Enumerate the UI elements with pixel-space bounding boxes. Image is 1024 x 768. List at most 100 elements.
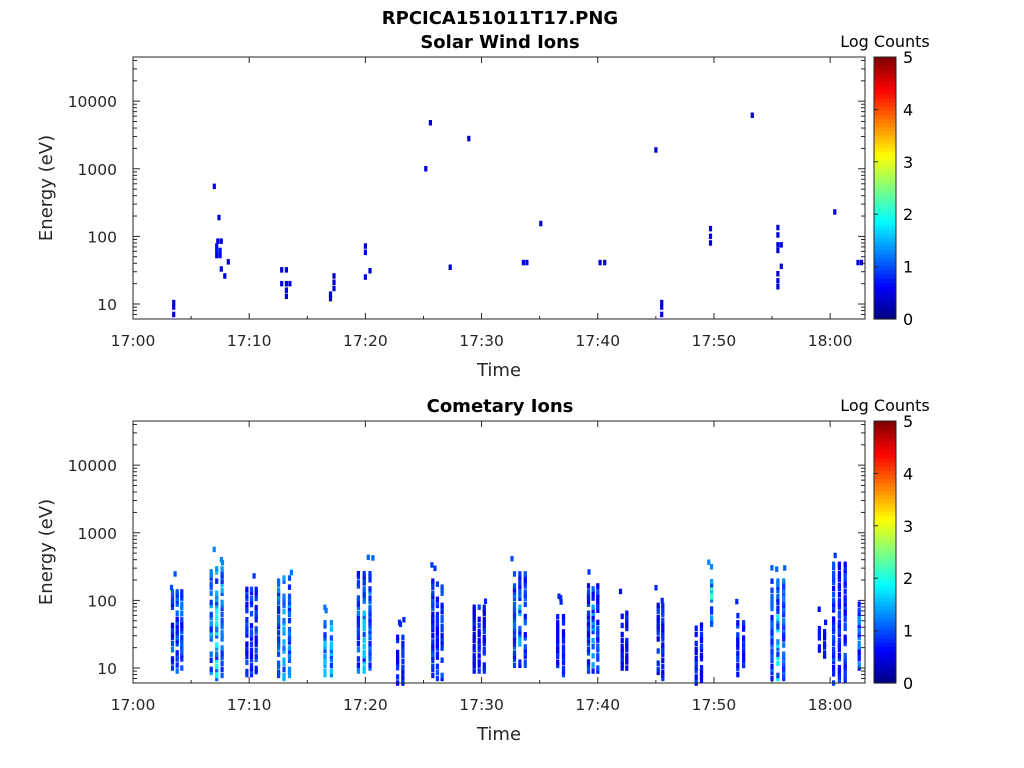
heatmap-cell [620, 653, 624, 659]
colorbar-segment [874, 298, 896, 304]
heatmap-cell [817, 626, 821, 632]
heatmap-cell [324, 607, 328, 614]
colorbar-segment [874, 110, 896, 115]
heatmap-cell [782, 611, 786, 618]
heatmap-cell [175, 653, 179, 659]
heatmap-cell [287, 636, 292, 642]
heatmap-cell [219, 238, 223, 244]
heatmap-cell [368, 619, 372, 626]
heatmap-cell [843, 576, 847, 583]
heatmap-cell [832, 576, 836, 583]
heatmap-cell [245, 595, 249, 602]
heatmap-cell [254, 604, 258, 611]
heatmap-cell [770, 565, 774, 571]
colorbar-segment [874, 588, 896, 594]
heatmap-cell [175, 598, 179, 604]
heatmap-cell [586, 613, 591, 620]
heatmap-cell [287, 584, 292, 590]
heatmap-cell [435, 642, 439, 648]
heatmap-cell [254, 592, 258, 599]
colorbar-segment [874, 306, 896, 312]
heatmap-cell [770, 654, 774, 660]
heatmap-cell [245, 617, 249, 623]
heatmap-cell [742, 659, 746, 666]
heatmap-cell [625, 637, 629, 644]
heatmap-cell [817, 644, 821, 650]
heatmap-cell [396, 674, 400, 680]
heatmap-cell [823, 644, 827, 650]
heatmap-cell [362, 637, 366, 644]
heatmap-cell [362, 665, 366, 671]
colorbar-segment [874, 560, 896, 565]
heatmap-cell [254, 617, 258, 623]
heatmap-cell [586, 589, 591, 595]
colorbar-segment [874, 486, 896, 492]
heatmap-cell [209, 621, 213, 627]
heatmap-cell [625, 656, 629, 662]
heatmap-cell [477, 628, 481, 635]
heatmap-cell [472, 610, 476, 616]
heatmap-cell [857, 613, 861, 619]
heatmap-cell [770, 593, 774, 600]
heatmap-cell [523, 644, 527, 650]
heatmap-cell [782, 633, 786, 639]
heatmap-cell [596, 604, 600, 610]
heatmap-cell [180, 619, 184, 626]
y-tick-label: 100 [87, 228, 117, 246]
heatmap-cell [332, 279, 336, 285]
heatmap-cell [402, 616, 406, 623]
heatmap-cell [209, 584, 213, 590]
x-tick-label: 17:40 [575, 332, 620, 350]
heatmap-cell [329, 620, 333, 626]
heatmap-cell [254, 614, 258, 620]
heatmap-cell [776, 599, 780, 606]
heatmap-cell [832, 561, 836, 568]
heatmap-cell [170, 595, 175, 601]
heatmap-cell [180, 601, 184, 607]
heatmap-cell [287, 593, 292, 600]
x-axis-label: Time [476, 724, 521, 745]
heatmap-cell [368, 665, 372, 671]
heatmap-cell [770, 578, 774, 584]
heatmap-cell [518, 574, 522, 580]
heatmap-cell [518, 571, 522, 577]
heatmap-cell [219, 266, 223, 272]
heatmap-cell [356, 583, 360, 589]
heatmap-cell [775, 566, 779, 572]
colorbar-tick-label: 5 [903, 412, 913, 431]
heatmap-cell [699, 643, 704, 650]
heatmap-cell [843, 570, 847, 577]
heatmap-cell [843, 607, 847, 613]
heatmap-cell [362, 613, 366, 620]
heatmap-cell [770, 630, 774, 636]
heatmap-cell [512, 589, 517, 595]
colorbar-segment [874, 490, 896, 496]
colorbar-segment [874, 159, 896, 165]
heatmap-cell [209, 651, 213, 657]
heatmap-cell [180, 592, 184, 598]
heatmap-cell [249, 662, 254, 669]
heatmap-cell [525, 259, 529, 266]
heatmap-cell [356, 574, 360, 580]
heatmap-cell [170, 628, 175, 635]
heatmap-cell [591, 604, 595, 610]
heatmap-cell [782, 636, 786, 642]
colorbar-segment [874, 216, 896, 222]
heatmap-cell [180, 641, 184, 647]
heatmap-cell [857, 610, 861, 616]
heatmap-cell [215, 672, 219, 679]
heatmap-cell [742, 635, 746, 641]
heatmap-cell [518, 662, 522, 668]
heatmap-cell [277, 617, 281, 624]
heatmap-cell [368, 650, 372, 656]
heatmap-cell [277, 621, 281, 627]
heatmap-cell [477, 647, 481, 653]
heatmap-cell [440, 642, 444, 648]
colorbar-segment [874, 654, 896, 660]
heatmap-cell [832, 570, 836, 577]
heatmap-cell [736, 635, 740, 641]
heatmap-cell [175, 619, 179, 626]
heatmap-cell [282, 666, 286, 673]
heatmap-cell [215, 566, 219, 572]
heatmap-cell [694, 655, 698, 662]
